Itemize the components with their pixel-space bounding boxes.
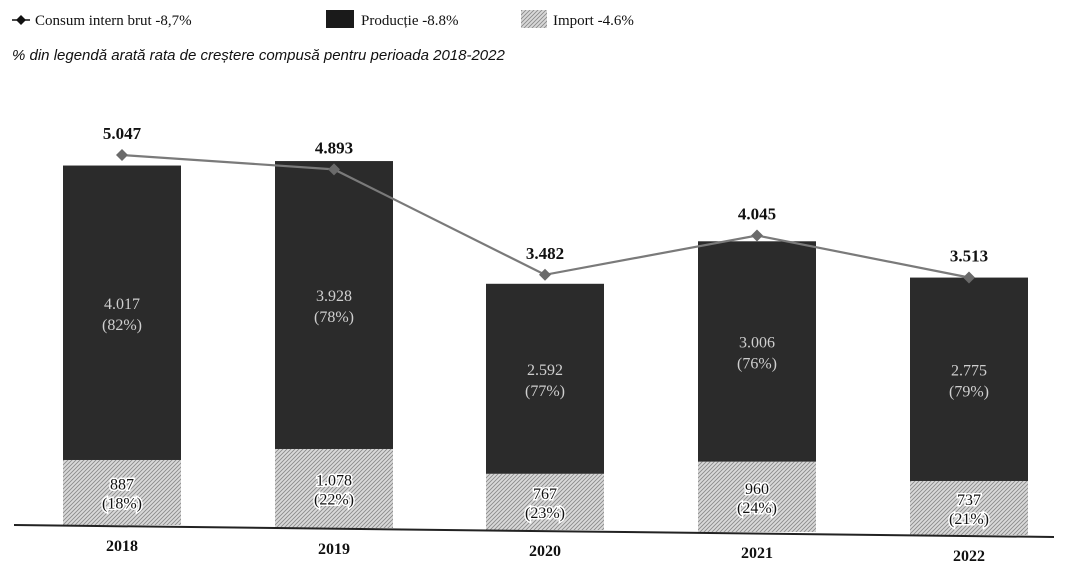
production-bar-2018 [63, 165, 181, 460]
x-axis-line [13, 524, 1055, 538]
production-share-label: (77%) [525, 383, 565, 400]
import-share-label: (24%) [737, 500, 777, 517]
import-bar-2021 [698, 461, 816, 532]
legend-note: % din legendă arată rata de creștere com… [12, 47, 505, 64]
import-share-label: (23%) [525, 505, 565, 522]
import-value-label: 887 [110, 476, 134, 493]
consum-value-label: 3.482 [526, 244, 564, 263]
consum-point [751, 229, 763, 242]
production-share-label: (79%) [949, 383, 989, 400]
consum-value-label: 3.513 [950, 246, 988, 265]
import-bar-2019 [275, 448, 393, 528]
production-bar-2020 [486, 283, 604, 474]
production-value-label: 4.017 [104, 296, 140, 313]
production-share-label: (76%) [737, 355, 777, 372]
import-bar-2018 [63, 459, 181, 525]
import-share-label: (18%) [102, 495, 142, 512]
consum-point [116, 149, 128, 162]
production-value-label: 2.775 [951, 362, 987, 379]
import-value-label: 767 [533, 486, 557, 503]
x-tick-label: 2020 [529, 543, 561, 560]
consum-value-label: 4.893 [315, 138, 353, 157]
legend-hatched-swatch-icon [521, 10, 547, 28]
x-tick-label: 2021 [741, 545, 773, 562]
legend-label-productie: Producție -8.8% [361, 13, 458, 29]
legend-item-import: Import -4.6% [521, 10, 634, 29]
legend-label-import: Import -4.6% [553, 13, 634, 29]
consum-point [963, 271, 975, 284]
x-tick-label: 2018 [106, 538, 138, 555]
import-share-label: (21%) [949, 511, 989, 528]
production-value-label: 3.006 [739, 334, 775, 351]
legend-solid-swatch-icon [326, 10, 354, 28]
x-tick-label: 2022 [953, 548, 985, 565]
data-labels-group: 4.017 (82%) 887 (18%) 2018 3.928 (78%) 1.078 (22… [101, 124, 991, 565]
legend-item-consum: Consum intern brut -8,7% [12, 13, 192, 29]
import-value-label: 737 [957, 492, 981, 509]
production-share-label: (78%) [314, 309, 354, 326]
import-value-label: 1.078 [316, 472, 352, 489]
production-value-label: 2.592 [527, 362, 563, 379]
bars-group [63, 161, 1028, 535]
import-value-label: 960 [745, 481, 769, 498]
import-share-label: (22%) [314, 491, 354, 508]
legend-item-productie: Producție -8.8% [326, 10, 458, 29]
consum-value-label: 4.045 [738, 205, 776, 224]
legend-label-consum: Consum intern brut -8,7% [35, 13, 192, 29]
legend: Consum intern brut -8,7% Producție -8.8%… [12, 10, 634, 64]
consum-line-series [116, 149, 975, 284]
production-bar-2021 [698, 241, 816, 462]
production-share-label: (82%) [102, 317, 142, 334]
consum-point [328, 163, 340, 176]
import-bar-2022 [910, 480, 1028, 535]
consum-point [539, 268, 551, 281]
production-bar-2022 [910, 277, 1028, 481]
legend-diamond-icon [16, 15, 26, 25]
production-bar-2019 [275, 161, 393, 449]
production-value-label: 3.928 [316, 288, 352, 305]
import-bar-2020 [486, 473, 604, 530]
x-tick-label: 2019 [318, 541, 350, 558]
consum-value-label: 5.047 [103, 124, 142, 143]
